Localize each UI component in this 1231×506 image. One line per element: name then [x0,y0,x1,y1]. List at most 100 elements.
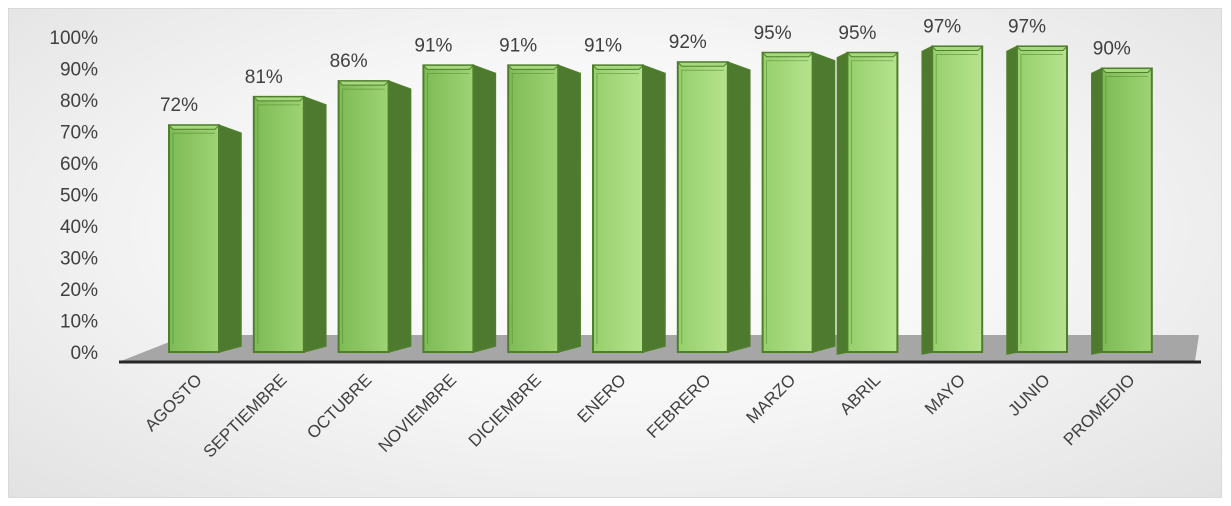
x-tick-label: MARZO [743,370,800,427]
bar-side [811,51,836,353]
data-label: 86% [330,51,368,72]
bar-top [676,61,730,67]
data-label: 91% [584,35,622,56]
x-tick-label: ENERO [574,370,630,426]
bar [836,51,899,355]
y-tick-label: 100% [49,28,98,49]
x-tick-label: JUNIO [1004,370,1053,419]
chart-svg: 0% 10% 20% 30% 40% 50% 60% 70% 80% 90% 100% 72% 81%… [49,16,1201,461]
y-tick-label: 70% [60,123,98,144]
bar-edge [257,104,300,344]
x-tick-label: PROMEDIO [1060,370,1139,449]
data-label: 97% [1008,16,1046,37]
data-label: 72% [160,95,198,116]
bar [337,80,412,353]
y-tick-label: 60% [60,154,98,175]
data-label: 90% [1093,39,1131,60]
y-tick-label: 80% [60,91,98,112]
bar-top [422,64,475,70]
chart-area: 0% 10% 20% 30% 40% 50% 60% 70% 80% 90% 100% 72% 81%… [8,8,1222,498]
bar-side [921,45,933,355]
bar-side [557,64,581,353]
bar-front [761,51,814,353]
y-tick-label: 50% [60,186,98,207]
bar-top [167,124,221,130]
x-tick-label: DICIEMBRE [465,370,545,450]
bar-top [930,45,984,51]
bar-edge [1020,54,1063,344]
data-label: 97% [923,16,961,37]
bar-front [676,61,729,353]
bar-front [592,64,644,353]
bar-side [387,80,412,353]
bar-side [727,61,751,353]
data-label: 95% [838,23,876,44]
bar-side [1006,45,1018,355]
bar [676,61,751,353]
bar [1091,67,1154,355]
y-tick-label: 20% [60,280,98,301]
bar [252,95,327,353]
y-axis: 0% 10% 20% 30% 40% 50% 60% 70% 80% 90% 100% [49,28,98,364]
bar [591,64,666,353]
x-tick-label: MAYO [921,370,969,418]
bar-front [1016,45,1068,353]
bar-edge [851,60,894,344]
bar-front [422,64,475,353]
bar [506,64,581,353]
bar-front [168,124,220,353]
bar [921,45,984,355]
bar-edge [511,72,555,344]
bar-edge [342,88,385,344]
bar [1006,45,1069,355]
bar-edge [596,72,639,344]
x-tick-label: SEPTIEMBRE [200,370,291,461]
x-tick-label: ABRIL [836,370,884,418]
bar-edge [172,132,215,344]
bar-edge [426,72,470,344]
bar-top [1100,68,1154,73]
bar-top [252,96,306,102]
bar-front [507,64,560,353]
bar-front [1100,67,1153,353]
data-label: 91% [499,35,537,56]
bar-front [337,80,390,353]
bars [167,45,1154,355]
data-label: 81% [245,67,283,88]
bar-side [642,64,666,353]
bar-top [337,80,390,86]
bar-edge [681,69,724,344]
data-label: 95% [754,23,792,44]
bar-top [846,52,899,58]
y-tick-label: 30% [60,249,98,270]
bar-side [1091,67,1103,355]
bar-edge [1105,76,1148,344]
bar-front [931,45,984,353]
bar [761,51,836,353]
y-tick-label: 10% [60,312,98,333]
bar-top [591,64,645,70]
bar-front [846,51,899,353]
bar-front [252,95,305,353]
bar [167,124,242,353]
data-label: 92% [669,32,707,53]
bar-edge [935,54,979,344]
bar-top [506,64,560,70]
x-tick-label: OCTUBRE [303,370,375,442]
bar [422,64,497,353]
bar-top [1015,45,1069,51]
data-labels: 72% 81% 86% 91% 91% 91% 92% 95% 95% 97% 97% 90% [160,16,1131,116]
bar-side [218,124,242,353]
bar-side [303,95,327,353]
bar-side [472,64,497,353]
bar-edge [766,60,809,344]
data-label: 91% [414,35,452,56]
y-tick-label: 40% [60,217,98,238]
bar-side [836,51,849,355]
x-tick-label: FEBRERO [643,370,715,442]
y-tick-label: 90% [60,60,98,81]
x-tick-label: NOVIEMBRE [375,370,461,456]
x-tick-label: AGOSTO [141,370,206,435]
bar-top [761,52,814,58]
